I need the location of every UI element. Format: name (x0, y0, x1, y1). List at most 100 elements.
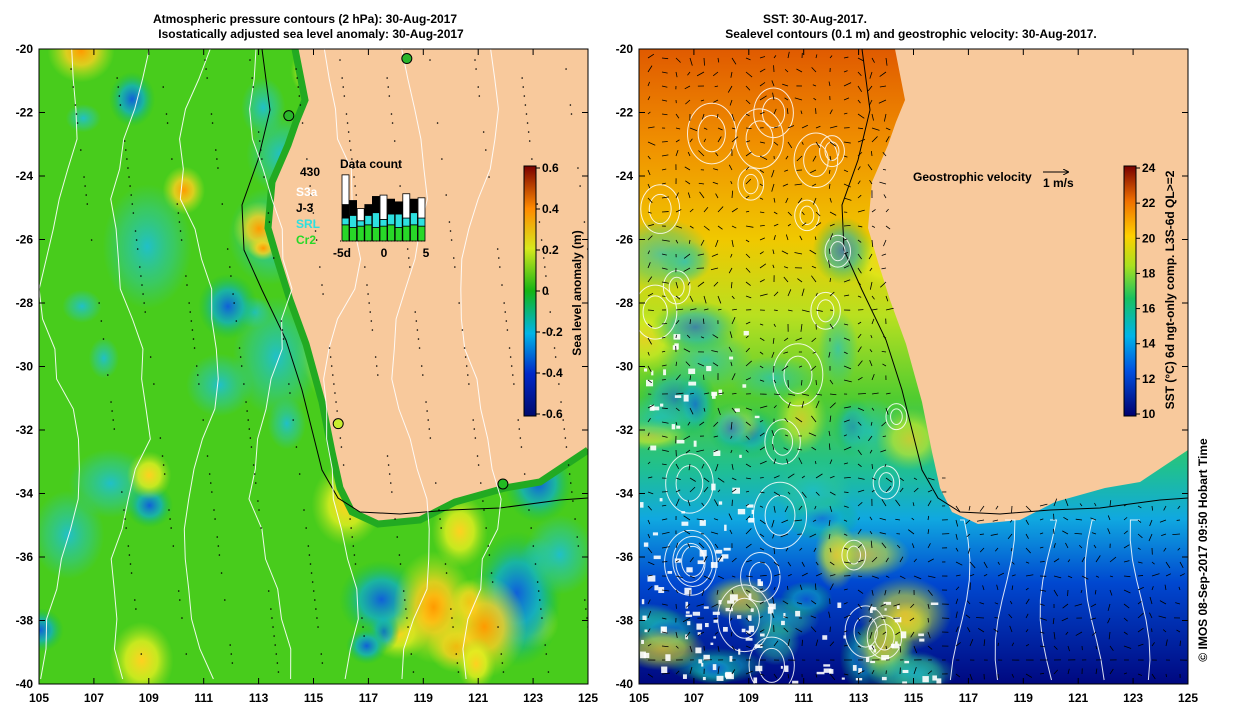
velocity-arrow (675, 209, 682, 213)
cloud-patch (713, 450, 721, 456)
cloud-patch (658, 587, 665, 594)
velocity-arrow (687, 421, 691, 426)
velocity-arrow (683, 267, 691, 272)
track-dot (198, 383, 200, 385)
velocity-arrow (700, 336, 705, 339)
track-dot (487, 545, 490, 547)
cloud-patch (711, 392, 716, 399)
velocity-arrow (675, 489, 681, 493)
track-dot (554, 356, 557, 358)
velocity-arrow (745, 603, 751, 609)
track-dot (267, 590, 270, 592)
velocity-arrow (689, 138, 693, 143)
track-dot (544, 266, 546, 268)
velocity-arrow (857, 225, 863, 228)
velocity-arrow (908, 529, 915, 535)
velocity-arrow (716, 589, 719, 595)
track-dot (425, 401, 427, 403)
velocity-arrow (843, 197, 852, 201)
velocity-arrow (814, 236, 817, 241)
velocity-arrow (829, 141, 837, 147)
velocity-arrow (759, 237, 765, 241)
cloud-patch (737, 615, 742, 619)
velocity-arrow (857, 57, 865, 62)
sealevel-contour (819, 135, 845, 168)
velocity-arrow (955, 561, 963, 566)
velocity-arrow (701, 589, 705, 596)
velocity-arrow (955, 642, 961, 647)
cloud-patch (642, 615, 647, 621)
cloud-patch (643, 542, 649, 547)
velocity-arrow (717, 57, 720, 63)
track-dot (477, 464, 480, 466)
velocity-arrow (647, 81, 650, 87)
cloud-patch (661, 626, 666, 631)
velocity-arrow (898, 589, 901, 594)
track-dot (510, 365, 513, 367)
track-dot (296, 77, 298, 79)
velocity-arrow (843, 224, 851, 227)
velocity-arrow (955, 611, 958, 619)
velocity-arrow (1025, 533, 1029, 539)
track-dot (134, 599, 136, 601)
track-dot (591, 284, 593, 286)
velocity-arrow (759, 460, 767, 465)
velocity-arrow (828, 611, 831, 619)
cloud-patch (823, 668, 832, 673)
sealevel-contour (665, 453, 714, 514)
track-dot (523, 473, 526, 475)
track-dot (179, 230, 182, 232)
track-dot (456, 662, 459, 664)
velocity-arrow (843, 97, 850, 101)
right-y-tick-label: -22 (616, 106, 634, 120)
velocity-arrow (843, 70, 848, 73)
velocity-arrow (759, 561, 765, 564)
velocity-arrow (800, 323, 803, 332)
velocity-arrow (801, 309, 810, 313)
sst-eddy (728, 355, 817, 400)
velocity-arrow (728, 346, 733, 353)
track-dot (299, 104, 302, 106)
velocity-arrow (829, 109, 833, 115)
velocity-arrow (857, 617, 861, 621)
data-count-bar-j3 (371, 196, 380, 214)
velocity-arrow (1109, 668, 1114, 675)
velocity-arrow (815, 393, 823, 396)
cloud-patch (651, 406, 660, 411)
cloud-patch (712, 664, 717, 671)
data-count-bar-cr2 (356, 225, 365, 242)
velocity-arrow (811, 337, 817, 343)
velocity-arrow (675, 542, 679, 549)
velocity-arrow (703, 407, 706, 412)
right-x-tick-label: 115 (904, 691, 924, 705)
velocity-arrow (882, 168, 887, 171)
velocity-arrow (857, 71, 862, 77)
track-dot (449, 230, 452, 232)
velocity-arrow (857, 528, 862, 535)
track-dot (185, 653, 188, 655)
left-coastal-band (264, 49, 588, 528)
velocity-arrow (689, 319, 691, 325)
track-dot (483, 509, 485, 511)
velocity-arrow (927, 529, 930, 535)
velocity-arrow (713, 168, 719, 171)
sealevel-contour-inner (648, 193, 672, 225)
velocity-arrow (967, 547, 971, 554)
track-dot (386, 455, 389, 457)
velocity-arrow (787, 211, 792, 216)
track-dot (303, 509, 305, 511)
cloud-patch (697, 560, 705, 565)
velocity-arrow (729, 603, 733, 611)
sealevel-contour-line (1084, 519, 1105, 681)
track-dot (467, 374, 469, 376)
velocity-arrow (871, 127, 880, 131)
velocity-arrow (728, 513, 733, 521)
velocity-arrow (759, 365, 764, 369)
cloud-patch (896, 605, 900, 610)
track-dot (429, 437, 432, 439)
velocity-arrow (785, 155, 789, 160)
track-dot (541, 248, 544, 250)
velocity-arrow (717, 308, 722, 311)
velocity-arrow (979, 505, 985, 512)
